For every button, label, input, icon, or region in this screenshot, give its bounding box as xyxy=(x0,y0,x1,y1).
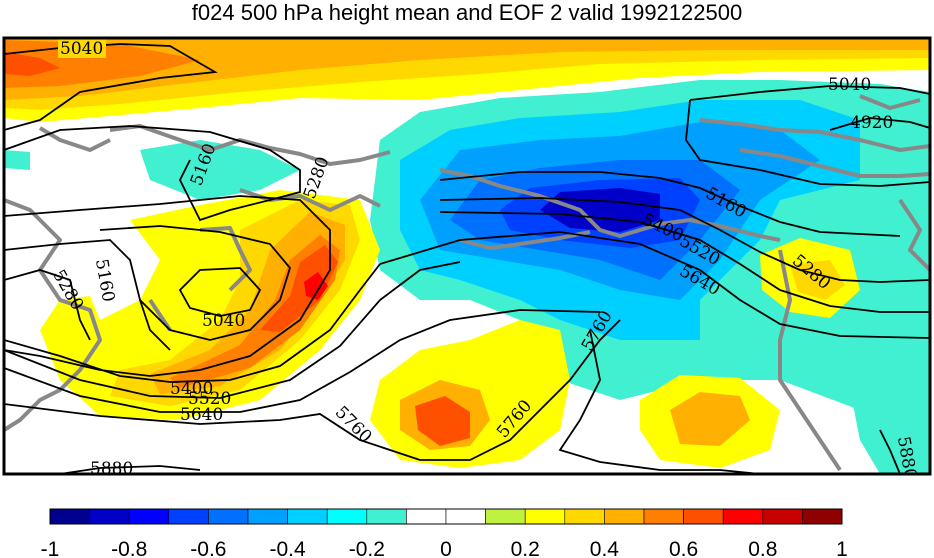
coastlines xyxy=(4,94,930,472)
contour-5400-ne xyxy=(439,197,930,283)
coast-aleutians xyxy=(459,230,591,250)
colorbar-cell xyxy=(722,508,764,525)
colorbar-cell xyxy=(49,508,90,525)
contour-label-5880-w: 5880 xyxy=(90,459,133,479)
contour-5760-s xyxy=(558,329,770,474)
colorbar-cell xyxy=(168,508,209,525)
contour-5280-w xyxy=(4,239,171,351)
contour-5280-wloop xyxy=(4,195,331,377)
colorbar-cell xyxy=(564,508,605,525)
contour-label-5040-w: 5040 xyxy=(202,311,245,331)
colorbar-tick-label: 0.4 xyxy=(590,538,620,558)
colorbar-tick-label: 0.6 xyxy=(669,538,698,558)
colorbar-tick-label: -0.4 xyxy=(270,538,307,558)
coast-west xyxy=(4,198,102,432)
contour-5880-w xyxy=(59,465,201,474)
contour-5520-w xyxy=(4,261,461,399)
colorbar-tick-label: 0.2 xyxy=(511,538,540,558)
contour-5640-ne xyxy=(379,231,930,339)
contour-5640-w xyxy=(4,309,601,413)
shade-west-deepred xyxy=(304,272,328,300)
shade-center-red xyxy=(415,396,470,446)
shade-leftsmall-yellow xyxy=(55,296,100,340)
colorbar-cell xyxy=(406,508,447,525)
colorbar-tick-label: -1 xyxy=(41,538,60,558)
colorbar-cell xyxy=(643,508,684,525)
colorbar-cell xyxy=(762,508,803,525)
coast-northcenter xyxy=(109,124,391,166)
colorbar-cells xyxy=(49,508,843,525)
colorbar-cell xyxy=(683,508,724,525)
coast-arctic xyxy=(739,94,930,178)
contour-5040-ne xyxy=(685,85,930,187)
map-panel: 5040 5040 4920 5160 5280 5160 5280 5040 … xyxy=(2,36,932,479)
colorbar-cell xyxy=(208,508,249,525)
colorbar-cell xyxy=(128,508,170,525)
colorbar-tick-label: -0.8 xyxy=(111,538,147,558)
colorbar-cell xyxy=(802,508,843,525)
shade-top-orange xyxy=(4,38,930,100)
colorbar-cell xyxy=(445,508,486,525)
contour-label-5040-ne: 5040 xyxy=(828,75,871,95)
colorbar-tick-label: 0 xyxy=(440,538,452,558)
contour-5520-ne xyxy=(439,211,930,313)
shade-br-cyan xyxy=(850,380,930,474)
shade-west-red xyxy=(260,245,338,332)
shade-se-orange xyxy=(670,392,750,446)
contour-label-5640-w: 5640 xyxy=(180,405,223,425)
colorbar-cell xyxy=(326,508,368,525)
height-contours xyxy=(4,43,930,474)
contour-5400-w xyxy=(4,263,381,383)
coast-east xyxy=(898,198,930,272)
colorbar-cell xyxy=(287,508,328,525)
contour-label-5520-w: 5520 xyxy=(188,389,231,409)
colorbar-ticks: -1 -0.8 -0.6 -0.4 -0.2 0 0.2 0.4 0.6 0.8 1 xyxy=(41,538,848,558)
contour-label-5040-top: 5040 xyxy=(60,39,103,59)
colorbar-cell xyxy=(89,508,130,525)
contour-label-4920: 4920 xyxy=(850,113,893,133)
coast-westcoast xyxy=(778,249,842,472)
contour-5160-wloop xyxy=(99,225,292,341)
contour-label-5400-w: 5400 xyxy=(170,379,213,399)
shade-east-orange xyxy=(790,260,845,300)
contour-4920 xyxy=(829,117,930,131)
contour-5040-w xyxy=(178,267,262,317)
colorbar-tick-label: -0.2 xyxy=(349,538,385,558)
contour-5160-w xyxy=(4,125,301,222)
colorbar-cell xyxy=(485,508,526,525)
map-frame xyxy=(2,36,932,476)
colorbar-cell xyxy=(524,508,566,525)
colorbar-frame xyxy=(49,508,843,525)
colorbar-cell xyxy=(247,508,288,525)
colorbar-tick-label: -0.6 xyxy=(190,538,226,558)
contour-5760-w xyxy=(4,319,621,461)
shade-top-darkorange xyxy=(4,40,200,88)
map-title: f024 500 hPa height mean and EOF 2 valid… xyxy=(191,0,743,25)
contour-5880-se xyxy=(879,429,901,474)
contour-5160-ne xyxy=(439,171,901,237)
eof-shading xyxy=(4,38,930,474)
colorbar-cell xyxy=(604,508,645,525)
shade-top-red xyxy=(4,52,60,76)
colorbar-tick-label: 1 xyxy=(836,538,848,558)
colorbar: -1 -0.8 -0.6 -0.4 -0.2 0 0.2 0.4 0.6 0.8 1 xyxy=(41,508,848,558)
colorbar-cell xyxy=(366,508,407,525)
coast-alaska xyxy=(439,168,781,242)
colorbar-tick-label: 0.8 xyxy=(748,538,777,558)
coast-canada xyxy=(699,118,930,152)
